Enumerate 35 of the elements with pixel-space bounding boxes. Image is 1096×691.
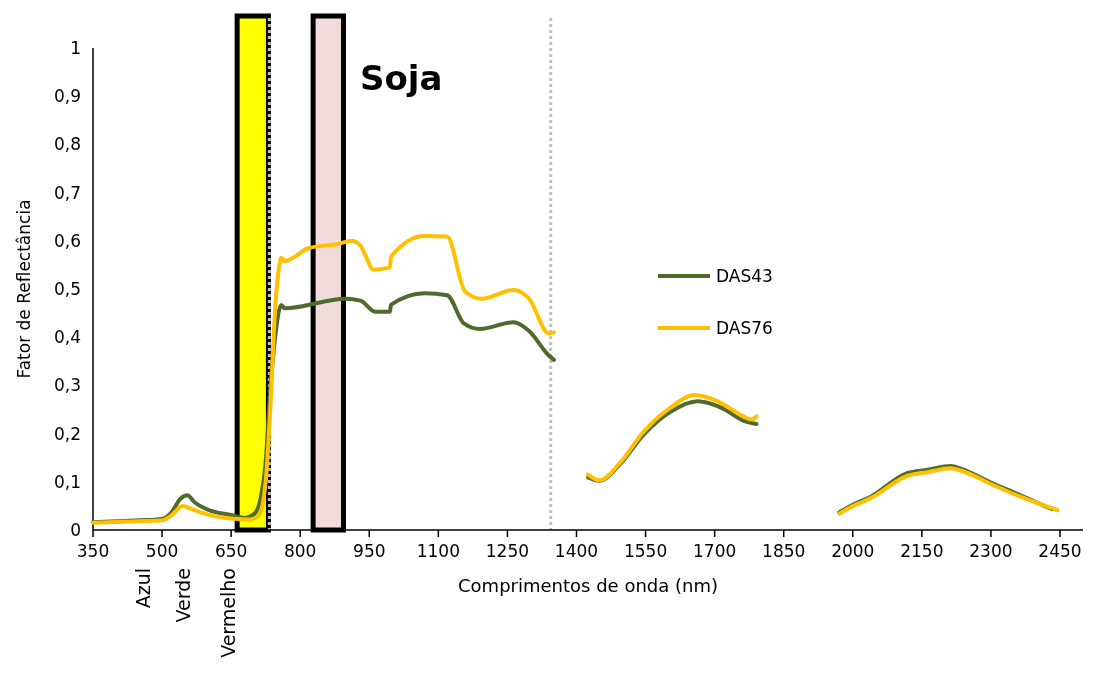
y-tick-label: 0,7 (53, 182, 81, 203)
x-tick-label: 1400 (554, 541, 599, 561)
y-tick-label: 0,5 (53, 278, 81, 299)
x-tick-label: 1700 (693, 541, 737, 561)
text: Vermelho (217, 568, 239, 658)
y-tick-label: 0,8 (53, 134, 81, 155)
x-tick-label: 2000 (831, 541, 875, 561)
text: Verde (172, 568, 194, 623)
text: Azul (132, 568, 154, 609)
y-tick-label: 0,9 (53, 86, 81, 107)
x-tick-label: 2450 (1038, 541, 1082, 561)
y-tick-label: 0,3 (53, 375, 81, 396)
x-tick-label: 1550 (623, 541, 668, 561)
legend-label: DAS76 (716, 317, 773, 338)
x-tick-label: 650 (214, 541, 248, 561)
y-tick-label: 0,6 (53, 230, 81, 251)
x-tick-label: 350 (76, 541, 110, 561)
x-tick-label: 2150 (900, 541, 944, 561)
x-tick-label: 2300 (969, 541, 1013, 561)
x-axis-title: Comprimentos de onda (nm) (458, 575, 718, 596)
legend-label: DAS43 (716, 265, 773, 286)
chart-title: Soja (360, 58, 443, 98)
y-tick-label: 0,4 (53, 327, 81, 348)
line-series (91, 233, 556, 525)
y-tick-label: 0 (70, 519, 81, 540)
x-tick-label: 950 (353, 541, 386, 561)
y-tick-label: 0,1 (53, 471, 81, 492)
y-axis-title: Fator de Reflectância (14, 199, 34, 379)
x-tick-label: 1250 (485, 541, 530, 561)
x-tick-label: 1850 (762, 541, 806, 561)
x-tick-label: 500 (145, 541, 179, 561)
x-tick-label: 800 (283, 541, 317, 561)
y-tick-label: 0,2 (53, 423, 81, 444)
x-tick-label: 1100 (416, 541, 460, 561)
y-tick-label: 1 (70, 37, 81, 58)
